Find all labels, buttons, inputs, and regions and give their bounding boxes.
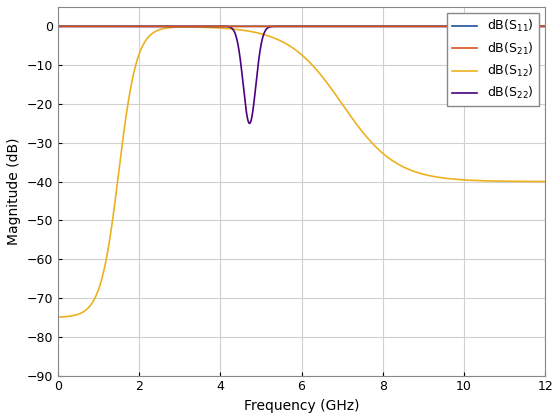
dB(S$_{12}$) xyxy=(542,179,549,184)
dB(S$_{22}$) xyxy=(480,24,487,29)
dB(S$_{22}$) xyxy=(542,24,549,29)
dB(S$_{21}$) xyxy=(263,24,269,29)
dB(S$_{11}$) xyxy=(263,24,269,29)
Legend: dB(S$_{11}$), dB(S$_{21}$), dB(S$_{12}$), dB(S$_{22}$): dB(S$_{11}$), dB(S$_{21}$), dB(S$_{12}$)… xyxy=(447,13,539,106)
dB(S$_{22}$) xyxy=(246,121,253,126)
dB(S$_{11}$) xyxy=(480,24,487,29)
dB(S$_{21}$) xyxy=(241,24,248,29)
dB(S$_{12}$) xyxy=(139,44,146,49)
dB(S$_{21}$) xyxy=(542,24,549,29)
dB(S$_{12}$) xyxy=(54,315,61,320)
dB(S$_{21}$) xyxy=(139,24,146,29)
dB(S$_{21}$) xyxy=(54,24,61,29)
Y-axis label: Magnitude (dB): Magnitude (dB) xyxy=(7,137,21,245)
dB(S$_{22}$) xyxy=(139,24,146,29)
dB(S$_{11}$) xyxy=(542,24,549,29)
dB(S$_{12}$) xyxy=(533,179,539,184)
dB(S$_{11}$) xyxy=(110,24,117,29)
dB(S$_{22}$) xyxy=(263,27,269,32)
dB(S$_{12}$) xyxy=(263,33,269,38)
dB(S$_{22}$) xyxy=(490,24,497,29)
dB(S$_{21}$) xyxy=(532,24,539,29)
Line: dB(S$_{22}$): dB(S$_{22}$) xyxy=(58,26,545,123)
dB(S$_{12}$) xyxy=(241,28,248,33)
X-axis label: Frequency (GHz): Frequency (GHz) xyxy=(244,399,360,413)
dB(S$_{22}$) xyxy=(241,97,248,102)
dB(S$_{22}$) xyxy=(110,24,117,29)
dB(S$_{11}$) xyxy=(139,24,146,29)
Line: dB(S$_{12}$): dB(S$_{12}$) xyxy=(58,27,545,317)
dB(S$_{11}$) xyxy=(532,24,539,29)
dB(S$_{21}$) xyxy=(110,24,117,29)
dB(S$_{11}$) xyxy=(54,24,61,29)
dB(S$_{11}$) xyxy=(241,24,248,29)
dB(S$_{22}$) xyxy=(54,24,61,29)
dB(S$_{12}$) xyxy=(480,178,487,183)
dB(S$_{21}$) xyxy=(480,24,487,29)
dB(S$_{22}$) xyxy=(533,24,539,29)
dB(S$_{12}$) xyxy=(110,211,117,216)
dB(S$_{12}$) xyxy=(183,24,190,29)
